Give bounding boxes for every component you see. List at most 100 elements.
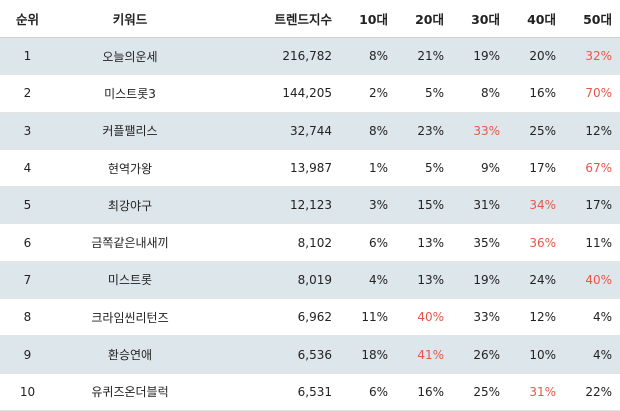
age-30s-cell: 26%: [452, 335, 508, 374]
age-10s-cell: 8%: [340, 37, 396, 76]
rank-cell: 5: [0, 186, 55, 225]
age-10s-cell: 8%: [340, 112, 396, 150]
table-row: 10 유퀴즈온더블럭 6,531 6% 16% 25% 31% 22%: [0, 373, 620, 411]
keyword-cell: 미스트롯: [55, 261, 205, 300]
trend-index-cell: 144,205: [205, 74, 340, 113]
header-age-40s: 40대: [508, 0, 564, 38]
age-30s-cell: 35%: [452, 223, 508, 262]
trend-index-cell: 6,531: [205, 373, 340, 411]
age-30s-cell: 31%: [452, 186, 508, 225]
rank-cell: 9: [0, 335, 55, 374]
age-20s-cell: 16%: [396, 373, 452, 411]
age-40s-cell: 36%: [508, 223, 564, 262]
age-20s-cell: 13%: [396, 261, 452, 300]
table-row: 1 오늘의운세 216,782 8% 21% 19% 20% 32%: [0, 37, 620, 76]
trend-index-cell: 32,744: [205, 112, 340, 150]
rank-cell: 6: [0, 223, 55, 262]
age-10s-cell: 18%: [340, 335, 396, 374]
rank-cell: 2: [0, 74, 55, 113]
age-20s-cell: 5%: [396, 149, 452, 188]
age-40s-cell: 10%: [508, 335, 564, 374]
age-20s-cell: 41%: [396, 335, 452, 374]
age-10s-cell: 11%: [340, 298, 396, 337]
rank-cell: 8: [0, 298, 55, 337]
age-50s-cell: 11%: [564, 223, 620, 262]
table-row: 7 미스트롯 8,019 4% 13% 19% 24% 40%: [0, 261, 620, 300]
keyword-cell: 오늘의운세: [55, 37, 205, 76]
age-30s-cell: 25%: [452, 373, 508, 411]
table-row: 8 크라임씬리턴즈 6,962 11% 40% 33% 12% 4%: [0, 298, 620, 337]
table-header: 순위 키워드 트렌드지수 10대 20대 30대 40대 50대: [0, 0, 620, 38]
header-trend-index: 트렌드지수: [205, 0, 340, 38]
keyword-cell: 유퀴즈온더블럭: [55, 373, 205, 411]
age-50s-cell: 32%: [564, 37, 620, 76]
header-age-50s: 50대: [564, 0, 620, 38]
header-row: 순위 키워드 트렌드지수 10대 20대 30대 40대 50대: [0, 0, 620, 38]
age-50s-cell: 12%: [564, 112, 620, 150]
header-age-10s: 10대: [340, 0, 396, 38]
table-body: 1 오늘의운세 216,782 8% 21% 19% 20% 32% 2 미스트롯3 144,205…: [0, 37, 620, 411]
age-10s-cell: 1%: [340, 149, 396, 188]
table-row: 6 금쪽같은내새끼 8,102 6% 13% 35% 36% 11%: [0, 223, 620, 262]
age-40s-cell: 20%: [508, 37, 564, 76]
table-row: 2 미스트롯3 144,205 2% 5% 8% 16% 70%: [0, 74, 620, 113]
table-row: 3 커플팰리스 32,744 8% 23% 33% 25% 12%: [0, 112, 620, 150]
age-50s-cell: 40%: [564, 261, 620, 300]
keyword-cell: 환승연애: [55, 335, 205, 374]
trend-index-cell: 12,123: [205, 186, 340, 225]
trend-index-cell: 216,782: [205, 37, 340, 76]
age-30s-cell: 33%: [452, 298, 508, 337]
age-40s-cell: 16%: [508, 74, 564, 113]
header-age-20s: 20대: [396, 0, 452, 38]
age-20s-cell: 21%: [396, 37, 452, 76]
age-50s-cell: 4%: [564, 298, 620, 337]
keyword-cell: 최강야구: [55, 186, 205, 225]
rank-cell: 3: [0, 112, 55, 150]
age-10s-cell: 2%: [340, 74, 396, 113]
age-30s-cell: 19%: [452, 37, 508, 76]
age-10s-cell: 6%: [340, 223, 396, 262]
trend-index-cell: 13,987: [205, 149, 340, 188]
age-30s-cell: 33%: [452, 112, 508, 150]
rank-cell: 10: [0, 373, 55, 411]
header-age-30s: 30대: [452, 0, 508, 38]
keyword-cell: 미스트롯3: [55, 74, 205, 113]
trend-index-cell: 8,102: [205, 223, 340, 262]
age-40s-cell: 24%: [508, 261, 564, 300]
header-rank: 순위: [0, 0, 55, 38]
age-10s-cell: 3%: [340, 186, 396, 225]
trend-index-cell: 6,536: [205, 335, 340, 374]
table-row: 5 최강야구 12,123 3% 15% 31% 34% 17%: [0, 186, 620, 225]
keyword-cell: 현역가왕: [55, 149, 205, 188]
keyword-cell: 크라임씬리턴즈: [55, 298, 205, 337]
age-10s-cell: 4%: [340, 261, 396, 300]
rank-cell: 4: [0, 149, 55, 188]
age-20s-cell: 13%: [396, 223, 452, 262]
rank-cell: 7: [0, 261, 55, 300]
age-50s-cell: 70%: [564, 74, 620, 113]
age-50s-cell: 17%: [564, 186, 620, 225]
age-30s-cell: 19%: [452, 261, 508, 300]
age-30s-cell: 8%: [452, 74, 508, 113]
age-20s-cell: 40%: [396, 298, 452, 337]
age-50s-cell: 67%: [564, 149, 620, 188]
age-40s-cell: 31%: [508, 373, 564, 411]
keyword-cell: 커플팰리스: [55, 112, 205, 150]
age-30s-cell: 9%: [452, 149, 508, 188]
table-row: 9 환승연애 6,536 18% 41% 26% 10% 4%: [0, 335, 620, 374]
trend-index-cell: 6,962: [205, 298, 340, 337]
trend-index-cell: 8,019: [205, 261, 340, 300]
rank-cell: 1: [0, 37, 55, 76]
age-50s-cell: 4%: [564, 335, 620, 374]
age-20s-cell: 5%: [396, 74, 452, 113]
age-40s-cell: 17%: [508, 149, 564, 188]
age-20s-cell: 23%: [396, 112, 452, 150]
age-10s-cell: 6%: [340, 373, 396, 411]
age-40s-cell: 12%: [508, 298, 564, 337]
header-keyword: 키워드: [55, 0, 205, 38]
age-20s-cell: 15%: [396, 186, 452, 225]
keyword-cell: 금쪽같은내새끼: [55, 223, 205, 262]
age-40s-cell: 34%: [508, 186, 564, 225]
age-50s-cell: 22%: [564, 373, 620, 411]
